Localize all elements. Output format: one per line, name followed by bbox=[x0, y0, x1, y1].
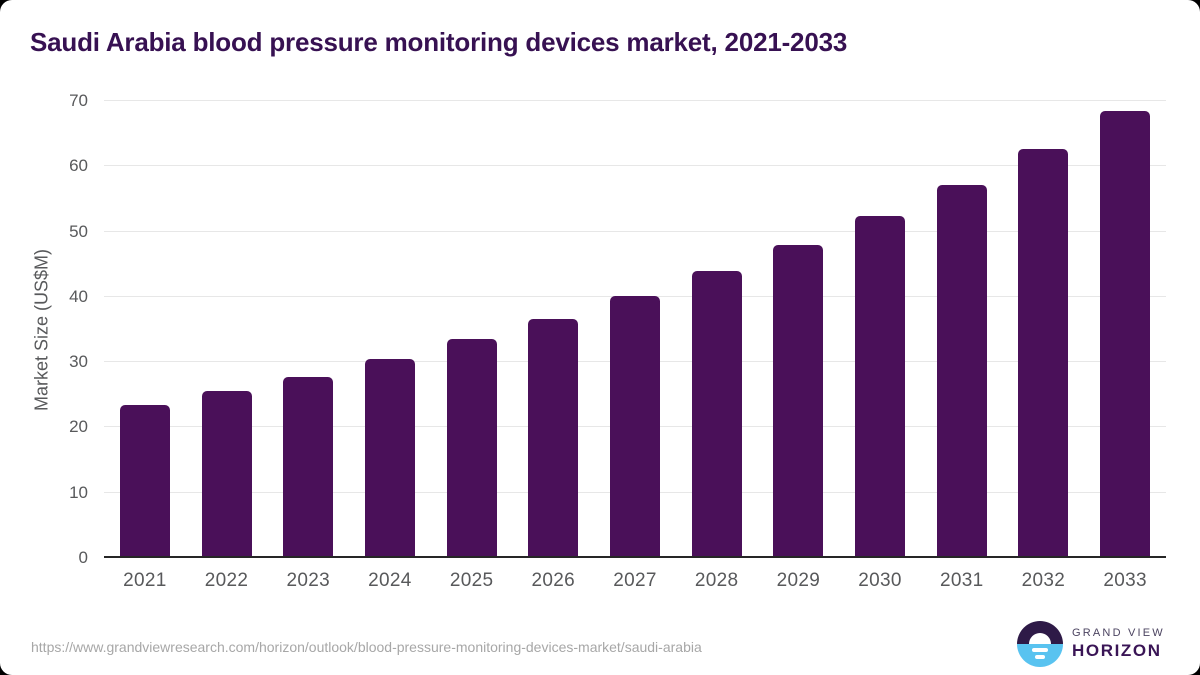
horizon-line-1 bbox=[1032, 648, 1048, 652]
bar-slot bbox=[267, 101, 349, 558]
x-tick-label: 2025 bbox=[449, 570, 494, 591]
y-tick-label: 20 bbox=[69, 417, 88, 437]
x-tick-label: 2030 bbox=[858, 570, 902, 591]
chart-title: Saudi Arabia blood pressure monitoring d… bbox=[30, 27, 848, 57]
horizon-sunrise-icon bbox=[1017, 621, 1063, 667]
bar-2033[interactable] bbox=[1100, 111, 1151, 558]
bar-slot bbox=[186, 101, 268, 558]
bars bbox=[104, 101, 1166, 558]
x-axis-labels: 2021 2022 2023 2024 2025 2026 2027 2028 2029 2030… bbox=[104, 570, 1166, 592]
bar-2022[interactable] bbox=[201, 390, 252, 558]
y-tick-label: 60 bbox=[69, 156, 88, 176]
y-tick-label: 30 bbox=[69, 352, 88, 372]
x-tick-label: 2022 bbox=[204, 570, 249, 591]
bar-2025[interactable] bbox=[446, 339, 497, 558]
bar-2031[interactable] bbox=[936, 185, 987, 558]
bar-slot bbox=[1003, 101, 1085, 558]
bar-2026[interactable] bbox=[528, 319, 579, 558]
bar-2023[interactable] bbox=[283, 376, 334, 558]
y-tick-label: 10 bbox=[69, 482, 88, 502]
bar-2021[interactable] bbox=[119, 404, 170, 558]
gridline bbox=[104, 100, 1166, 101]
y-tick-label: 40 bbox=[69, 286, 88, 306]
x-tick-label: 2032 bbox=[1021, 570, 1066, 591]
source-url: https://www.grandviewresearch.com/horizo… bbox=[31, 639, 702, 655]
gridline bbox=[104, 165, 1166, 167]
grand-view-horizon-logo: GRAND VIEW HORIZON bbox=[1017, 621, 1165, 667]
y-axis-ticks: 0 10 20 30 40 50 60 70 bbox=[0, 91, 88, 567]
y-tick-label: 50 bbox=[69, 221, 88, 241]
gridline bbox=[104, 230, 1166, 232]
logo-grand-view-label: GRAND VIEW bbox=[1072, 627, 1165, 639]
bar-slot bbox=[676, 101, 758, 558]
bar-slot bbox=[512, 101, 594, 558]
bar-slot bbox=[104, 101, 186, 558]
bar-2030[interactable] bbox=[855, 215, 906, 558]
y-tick-label: 0 bbox=[78, 548, 88, 567]
x-tick-label: 2027 bbox=[613, 570, 657, 591]
bar-slot bbox=[1084, 101, 1166, 558]
bar-slot bbox=[758, 101, 840, 558]
x-tick-label: 2024 bbox=[368, 570, 412, 591]
logo-text: GRAND VIEW HORIZON bbox=[1072, 627, 1165, 661]
bar-slot bbox=[349, 101, 431, 558]
bar-2028[interactable] bbox=[691, 270, 742, 558]
x-tick-label: 2031 bbox=[939, 570, 984, 591]
horizon-line-2 bbox=[1035, 655, 1045, 659]
x-tick-label: 2021 bbox=[123, 570, 167, 591]
x-tick-label: 2026 bbox=[531, 570, 576, 591]
x-axis-line bbox=[104, 556, 1166, 558]
plot-area bbox=[104, 100, 1166, 558]
bar-2027[interactable] bbox=[609, 295, 660, 558]
bar-slot bbox=[594, 101, 676, 558]
bar-2024[interactable] bbox=[364, 358, 415, 558]
y-tick-label: 70 bbox=[69, 91, 88, 110]
bar-2029[interactable] bbox=[773, 245, 824, 558]
x-tick-label: 2023 bbox=[286, 570, 330, 591]
bar-2032[interactable] bbox=[1018, 149, 1069, 558]
bar-slot bbox=[921, 101, 1003, 558]
logo-horizon-label: HORIZON bbox=[1072, 641, 1162, 660]
bar-slot bbox=[839, 101, 921, 558]
x-tick-label: 2033 bbox=[1103, 570, 1147, 591]
x-tick-label: 2028 bbox=[694, 570, 739, 591]
sun-shape bbox=[1029, 633, 1051, 644]
bar-slot bbox=[431, 101, 513, 558]
x-tick-label: 2029 bbox=[776, 570, 821, 591]
